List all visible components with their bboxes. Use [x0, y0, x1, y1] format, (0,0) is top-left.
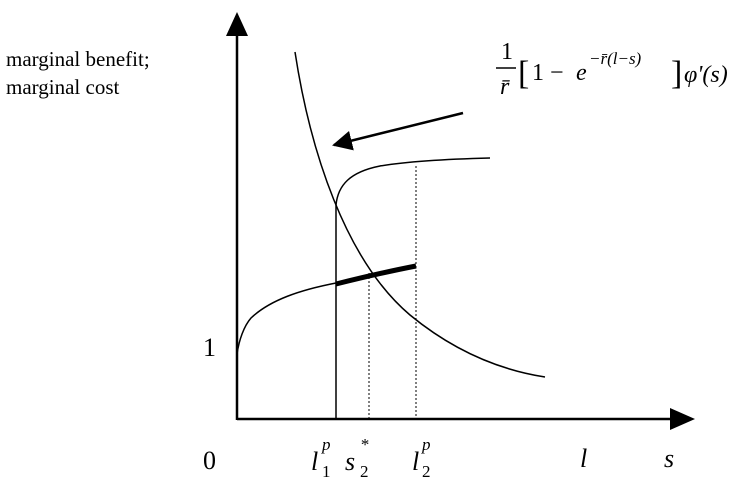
origin-label: 0	[203, 446, 216, 475]
formula-open-bracket: [	[518, 55, 529, 92]
y-axis-label-line2: marginal cost	[6, 75, 120, 99]
x-mark-l2p: l	[412, 447, 419, 476]
x-mark-s2star-sup: *	[360, 435, 369, 454]
formula-phi: φ'(s)	[684, 62, 728, 88]
x-mark-l2p-sup: p	[421, 435, 431, 454]
y-axis-arrow-icon	[226, 12, 248, 36]
marginal-cost-formula: 1 r̄ [ 1 − e −r̄(l−s) ] φ'(s)	[496, 39, 728, 100]
formula-close-bracket: ]	[671, 55, 682, 92]
marginal-cost-curve	[294, 51, 546, 378]
x-mark-s2star: s	[345, 447, 355, 476]
formula-denominator: r̄	[500, 74, 510, 100]
formula-numerator: 1	[501, 39, 513, 65]
y-axis	[226, 12, 248, 420]
x-axis-label: s	[664, 444, 674, 473]
x-mark-l: l	[580, 444, 587, 473]
x-axis-arrow-icon	[670, 408, 695, 430]
x-mark-s2star-sub: 2	[360, 462, 369, 481]
marginal-benefit-curve-upper	[335, 157, 491, 206]
formula-exponent: −r̄(l−s)	[589, 49, 642, 68]
formula-e: e	[576, 60, 587, 86]
x-mark-l1p-sub: 1	[322, 462, 331, 481]
x-mark-l1p-sup: p	[321, 435, 331, 454]
marginal-benefit-thick-segment	[335, 263, 417, 287]
formula-pointer-arrow	[332, 111, 464, 151]
x-axis	[237, 408, 695, 430]
formula-one-minus: 1 −	[532, 60, 564, 86]
x-mark-l2p-sub: 2	[422, 462, 431, 481]
y-tick-label-1: 1	[203, 333, 216, 362]
marginal-benefit-curve-lower	[236, 282, 337, 355]
y-axis-label-line1: marginal benefit;	[6, 47, 150, 71]
x-mark-l1p: l	[311, 447, 318, 476]
